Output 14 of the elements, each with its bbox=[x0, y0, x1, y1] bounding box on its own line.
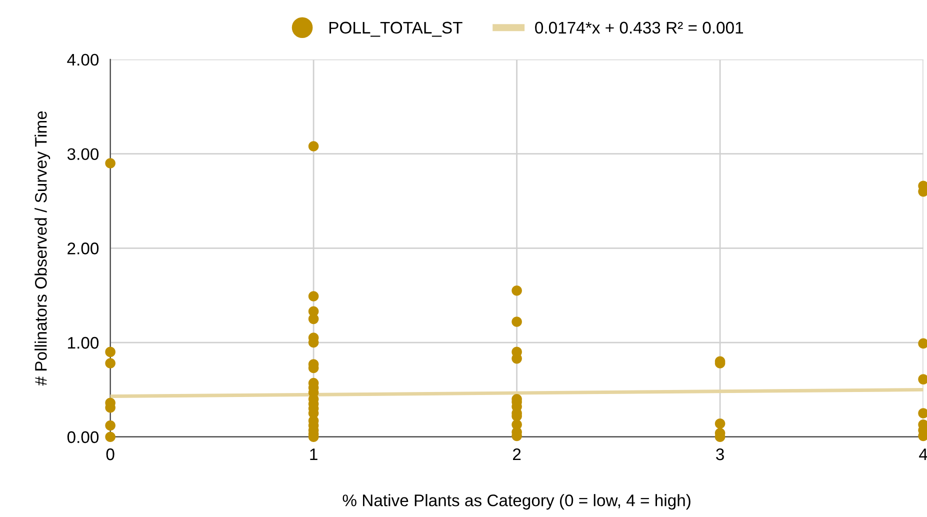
x-tick-label: 2 bbox=[513, 448, 521, 460]
y-tick-label: 1.00 bbox=[68, 336, 99, 349]
y-tick-label: 4.00 bbox=[67, 54, 99, 66]
x-tick-label: 1 bbox=[310, 448, 318, 460]
x-tick-label: 0 bbox=[106, 448, 114, 460]
legend-label: 0.0174*x + 0.433 R² = 0.001 bbox=[535, 22, 744, 34]
x-tick-label: 4 bbox=[919, 448, 927, 460]
y-tick-label: 2.00 bbox=[68, 242, 99, 254]
x-tick-label: 3 bbox=[716, 448, 724, 460]
x-axis-title: % Native Plants as Category (0 = low, 4 = high) bbox=[342, 494, 690, 510]
y-tick-label: 0.00 bbox=[67, 431, 99, 444]
y-tick-label: 3.00 bbox=[67, 148, 99, 160]
legend-label: POLL_TOTAL_ST bbox=[329, 22, 462, 37]
y-axis-title: # Pollinators Observed / Survey Time bbox=[34, 111, 50, 386]
